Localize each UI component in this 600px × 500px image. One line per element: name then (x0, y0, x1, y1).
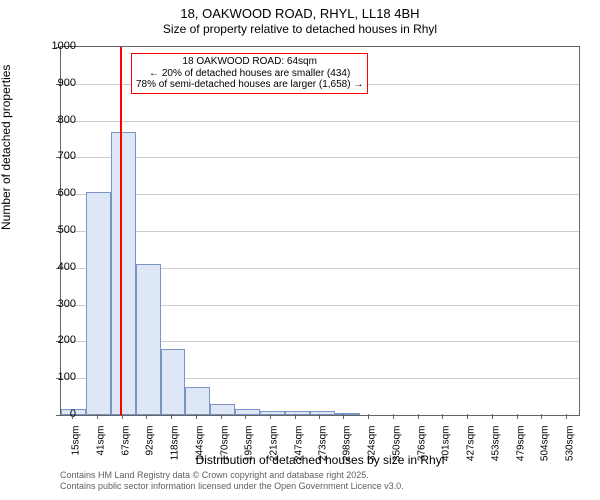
histogram-bar (335, 413, 360, 415)
ytick-label: 1000 (36, 40, 76, 52)
xtick-mark (517, 414, 518, 419)
grid-line (61, 194, 579, 195)
xtick-mark (319, 414, 320, 419)
ytick-label: 100 (36, 371, 76, 383)
xtick-label: 273sqm (318, 426, 329, 462)
ytick-label: 600 (36, 187, 76, 199)
grid-line (61, 157, 579, 158)
xtick-label: 221sqm (268, 426, 279, 462)
histogram-bar (111, 132, 136, 415)
xtick-mark (171, 414, 172, 419)
xtick-mark (270, 414, 271, 419)
xtick-mark (566, 414, 567, 419)
plot-area: 18 OAKWOOD ROAD: 64sqm ← 20% of detached… (60, 46, 580, 416)
annotation-line2: ← 20% of detached houses are smaller (43… (136, 68, 363, 80)
xtick-mark (221, 414, 222, 419)
ytick-label: 800 (36, 114, 76, 126)
footer-line2: Contains public sector information licen… (60, 481, 404, 492)
xtick-mark (418, 414, 419, 419)
xtick-label: 195sqm (243, 426, 254, 462)
xtick-mark (467, 414, 468, 419)
xtick-label: 118sqm (170, 426, 181, 461)
xtick-mark (122, 414, 123, 419)
footer-line1: Contains HM Land Registry data © Crown c… (60, 470, 404, 481)
xtick-label: 170sqm (219, 426, 230, 462)
ytick-label: 0 (36, 408, 76, 420)
annotation-line3: 78% of semi-detached houses are larger (… (136, 79, 363, 91)
xtick-label: 376sqm (417, 426, 428, 462)
ytick-label: 400 (36, 261, 76, 273)
ytick-label: 300 (36, 298, 76, 310)
xtick-mark (368, 414, 369, 419)
xtick-label: 298sqm (342, 426, 353, 462)
xtick-label: 144sqm (194, 426, 205, 462)
annotation-box: 18 OAKWOOD ROAD: 64sqm ← 20% of detached… (131, 53, 368, 94)
histogram-bar (235, 409, 260, 415)
xtick-label: 427sqm (465, 426, 476, 462)
xtick-label: 67sqm (121, 426, 132, 456)
xtick-label: 401sqm (441, 426, 452, 462)
ytick-label: 900 (36, 77, 76, 89)
attribution-footer: Contains HM Land Registry data © Crown c… (60, 470, 404, 492)
xtick-label: 41sqm (96, 426, 107, 456)
xtick-label: 530sqm (564, 426, 575, 462)
xtick-label: 15sqm (71, 426, 82, 456)
ytick-label: 700 (36, 150, 76, 162)
xtick-label: 350sqm (392, 426, 403, 462)
xtick-mark (146, 414, 147, 419)
xtick-mark (72, 414, 73, 419)
histogram-bar (136, 264, 161, 415)
histogram-bar (210, 404, 235, 415)
annotation-line1: 18 OAKWOOD ROAD: 64sqm (136, 56, 363, 68)
histogram-bar (285, 411, 310, 415)
marker-line (120, 47, 122, 415)
xtick-mark (393, 414, 394, 419)
xtick-mark (97, 414, 98, 419)
xtick-label: 504sqm (539, 426, 550, 462)
xtick-mark (492, 414, 493, 419)
xtick-mark (442, 414, 443, 419)
histogram-bar (185, 387, 210, 415)
grid-line (61, 121, 579, 122)
xtick-label: 92sqm (145, 426, 156, 456)
chart-title-line1: 18, OAKWOOD ROAD, RHYL, LL18 4BH (0, 0, 600, 22)
grid-line (61, 231, 579, 232)
ytick-label: 200 (36, 334, 76, 346)
xtick-mark (196, 414, 197, 419)
xtick-mark (245, 414, 246, 419)
xtick-mark (541, 414, 542, 419)
xtick-label: 324sqm (367, 426, 378, 462)
xtick-label: 453sqm (490, 426, 501, 462)
container: 18, OAKWOOD ROAD, RHYL, LL18 4BH Size of… (0, 0, 600, 500)
histogram-bar (86, 192, 111, 415)
chart-title-line2: Size of property relative to detached ho… (0, 22, 600, 40)
histogram-bar (310, 411, 335, 415)
xtick-mark (295, 414, 296, 419)
xtick-label: 479sqm (515, 426, 526, 462)
histogram-bar (161, 349, 186, 415)
ytick-label: 500 (36, 224, 76, 236)
xtick-label: 247sqm (293, 426, 304, 462)
xtick-mark (343, 414, 344, 419)
y-axis-label: Number of detached properties (0, 65, 13, 230)
histogram-bar (260, 411, 285, 415)
